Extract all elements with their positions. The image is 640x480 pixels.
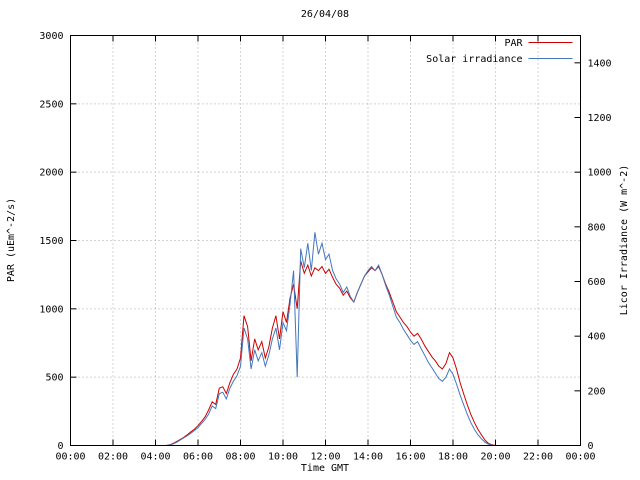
y-right-tick-label: 1200 bbox=[588, 113, 612, 124]
y-left-tick-label: 2000 bbox=[39, 168, 63, 179]
x-axis-label: Time GMT bbox=[301, 463, 349, 474]
y-left-tick-label: 3000 bbox=[39, 31, 63, 42]
legend-label-par: PAR bbox=[504, 38, 523, 49]
y-right-tick-label: 800 bbox=[588, 222, 606, 233]
legend-label-solar-irradiance: Solar irradiance bbox=[426, 54, 522, 65]
x-tick-label: 00:00 bbox=[55, 452, 85, 463]
x-tick-label: 06:00 bbox=[183, 452, 213, 463]
y-right-tick-label: 0 bbox=[588, 441, 594, 452]
tick-marks bbox=[70, 35, 581, 446]
x-tick-label: 00:00 bbox=[565, 452, 595, 463]
y-left-tick-label: 0 bbox=[57, 441, 63, 452]
x-tick-label: 16:00 bbox=[395, 452, 425, 463]
x-tick-label: 12:00 bbox=[310, 452, 340, 463]
y-left-tick-label: 1000 bbox=[39, 304, 63, 315]
y-right-tick-label: 200 bbox=[588, 386, 606, 397]
y-right-tick-label: 1400 bbox=[588, 58, 612, 69]
y-right-axis-label: Licor Irradiance (W m^-2) bbox=[619, 165, 630, 316]
y-left-tick-label: 1500 bbox=[39, 236, 63, 247]
x-tick-label: 20:00 bbox=[480, 452, 510, 463]
x-tick-label: 22:00 bbox=[523, 452, 553, 463]
y-right-tick-label: 600 bbox=[588, 277, 606, 288]
series-line-solar-irradiance bbox=[70, 232, 581, 446]
y-left-tick-label: 2500 bbox=[39, 99, 63, 110]
y-left-tick-label: 500 bbox=[45, 373, 63, 384]
y-right-tick-label: 1000 bbox=[588, 168, 612, 179]
chart-title: 26/04/08 bbox=[301, 9, 349, 20]
x-tick-label: 02:00 bbox=[98, 452, 128, 463]
x-tick-label: 08:00 bbox=[225, 452, 255, 463]
tick-labels: 00:00 02:00 04:00 06:00 08:00 10:00 12:00 14:00… bbox=[39, 31, 611, 463]
grid bbox=[70, 35, 581, 446]
x-tick-label: 04:00 bbox=[140, 452, 170, 463]
x-tick-label: 18:00 bbox=[438, 452, 468, 463]
legend: PAR Solar irradiance bbox=[426, 38, 573, 65]
series-line-par bbox=[70, 260, 581, 446]
y-right-tick-label: 400 bbox=[588, 332, 606, 343]
x-tick-label: 10:00 bbox=[268, 452, 298, 463]
x-tick-label: 14:00 bbox=[353, 452, 383, 463]
y-left-axis-label: PAR (uEm^-2/s) bbox=[6, 198, 17, 282]
series-lines bbox=[70, 232, 581, 446]
plot-generated: 00:00 02:00 04:00 06:00 08:00 10:00 12:00 14:00… bbox=[39, 31, 611, 463]
